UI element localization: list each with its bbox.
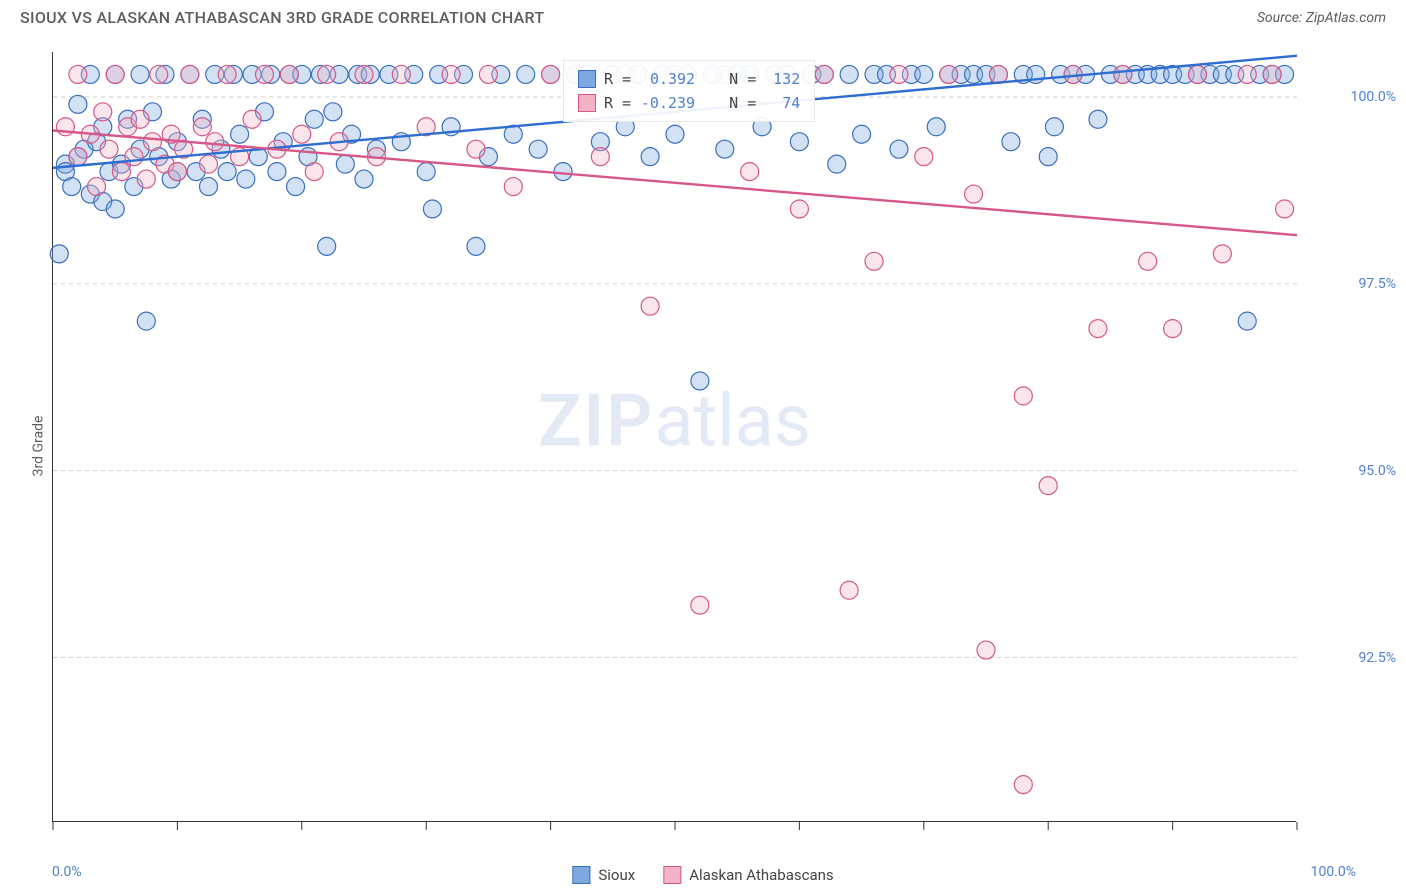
x-axis-min-label: 0.0%: [52, 864, 82, 880]
stats-legend: R = 0.392 N = 132 R = -0.239 N = 74: [563, 60, 815, 122]
legend-item: Sioux: [572, 866, 635, 884]
n-label: N =: [729, 67, 756, 91]
r-label: R =: [604, 67, 631, 91]
y-tick-label: 95.0%: [1306, 463, 1396, 479]
legend-swatch-icon: [578, 94, 596, 112]
legend-label: Sioux: [598, 866, 635, 884]
n-value: 74: [764, 91, 800, 115]
series-legend: Sioux Alaskan Athabascans: [572, 866, 833, 884]
legend-swatch-icon: [572, 866, 590, 884]
plot-area: ZIPatlas R =0.392 N =132R =-0.239 N =74 …: [52, 52, 1296, 822]
y-axis-label: 3rd Grade: [30, 416, 46, 477]
legend-row: R = -0.239 N = 74: [578, 91, 800, 115]
r-label: R =: [604, 91, 631, 115]
scatter-chart: [53, 52, 1297, 822]
legend-item: Alaskan Athabascans: [663, 866, 833, 884]
x-axis-max-label: 100.0%: [1311, 864, 1356, 880]
legend-label: Alaskan Athabascans: [689, 866, 833, 884]
n-value: 132: [764, 67, 800, 91]
y-tick-label: 100.0%: [1306, 89, 1396, 105]
legend-swatch-icon: [578, 70, 596, 88]
chart-title: SIOUX VS ALASKAN ATHABASCAN 3RD GRADE CO…: [20, 8, 544, 27]
source-attribution: Source: ZipAtlas.com: [1257, 10, 1386, 26]
legend-row: R = 0.392 N = 132: [578, 67, 800, 91]
r-value: -0.239: [639, 91, 695, 115]
r-value: 0.392: [639, 67, 695, 91]
y-tick-label: 92.5%: [1306, 650, 1396, 666]
legend-swatch-icon: [663, 866, 681, 884]
y-tick-label: 97.5%: [1306, 276, 1396, 292]
n-label: N =: [729, 91, 756, 115]
